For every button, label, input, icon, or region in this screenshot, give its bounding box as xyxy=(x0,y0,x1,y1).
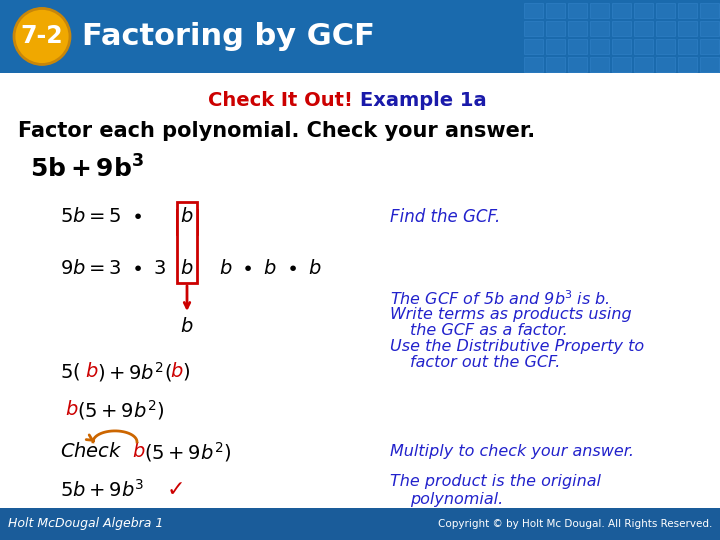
Text: $b$: $b$ xyxy=(180,318,194,336)
Bar xyxy=(0,508,720,540)
Text: The product is the original: The product is the original xyxy=(390,475,601,489)
Text: factor out the GCF.: factor out the GCF. xyxy=(410,355,560,370)
Text: Multiply to check your answer.: Multiply to check your answer. xyxy=(390,444,634,460)
Bar xyxy=(656,39,675,54)
Bar xyxy=(700,21,719,36)
Bar xyxy=(568,21,587,36)
Bar xyxy=(524,3,543,18)
Bar xyxy=(524,21,543,36)
Bar xyxy=(612,39,631,54)
Text: $b$: $b$ xyxy=(180,207,194,226)
Text: $b$: $b$ xyxy=(180,259,194,279)
Text: $Check\ $: $Check\ $ xyxy=(60,442,122,461)
Bar xyxy=(656,21,675,36)
Bar xyxy=(634,57,653,72)
Bar xyxy=(568,57,587,72)
Text: $5b + 9b^3$: $5b + 9b^3$ xyxy=(60,479,145,501)
Bar xyxy=(568,3,587,18)
Text: $\mathbf{5b + 9b^3}$: $\mathbf{5b + 9b^3}$ xyxy=(30,156,144,183)
Bar xyxy=(546,21,565,36)
Bar xyxy=(524,39,543,54)
Text: Example 1a: Example 1a xyxy=(360,91,487,110)
Bar xyxy=(700,39,719,54)
Bar xyxy=(612,3,631,18)
Bar xyxy=(546,39,565,54)
Text: Write terms as products using: Write terms as products using xyxy=(390,307,631,322)
Text: Factoring by GCF: Factoring by GCF xyxy=(82,22,375,51)
Text: $b$: $b$ xyxy=(65,400,78,420)
Text: Check It Out!: Check It Out! xyxy=(208,91,360,110)
Bar xyxy=(590,21,609,36)
Text: $b$: $b$ xyxy=(132,442,145,461)
Text: Holt McDougal Algebra 1: Holt McDougal Algebra 1 xyxy=(8,517,163,530)
Bar xyxy=(568,39,587,54)
Text: Copyright © by Holt Mc Dougal. All Rights Reserved.: Copyright © by Holt Mc Dougal. All Right… xyxy=(438,519,712,529)
Text: $b\ \bullet\ b\ \bullet\ b$: $b\ \bullet\ b\ \bullet\ b$ xyxy=(219,259,322,279)
Bar xyxy=(524,57,543,72)
Bar xyxy=(590,3,609,18)
Bar xyxy=(678,3,697,18)
Bar xyxy=(590,57,609,72)
Text: Factor each polynomial. Check your answer.: Factor each polynomial. Check your answe… xyxy=(18,121,535,141)
Bar xyxy=(546,3,565,18)
Text: $9b = 3\ \bullet\ 3\ \bullet$: $9b = 3\ \bullet\ 3\ \bullet$ xyxy=(60,259,187,279)
Text: $b$: $b$ xyxy=(85,362,99,381)
Text: $) + 9b^2($: $) + 9b^2($ xyxy=(97,360,172,384)
Text: the GCF as a factor.: the GCF as a factor. xyxy=(410,323,568,338)
Text: $(5 + 9b^2)$: $(5 + 9b^2)$ xyxy=(77,398,164,422)
Text: Find the GCF.: Find the GCF. xyxy=(390,208,500,226)
Text: 7-2: 7-2 xyxy=(21,24,63,49)
Bar xyxy=(678,39,697,54)
Text: $b$: $b$ xyxy=(170,362,184,381)
Bar xyxy=(678,21,697,36)
FancyBboxPatch shape xyxy=(177,202,197,283)
Bar xyxy=(634,39,653,54)
Text: $5($: $5($ xyxy=(60,361,81,382)
Bar xyxy=(700,3,719,18)
Text: $(5 + 9b^2)$: $(5 + 9b^2)$ xyxy=(144,440,231,464)
Bar xyxy=(656,3,675,18)
Bar xyxy=(612,57,631,72)
Bar xyxy=(678,57,697,72)
Text: $5b = 5\ \bullet$: $5b = 5\ \bullet$ xyxy=(60,207,142,226)
Text: $)$: $)$ xyxy=(182,361,190,382)
Text: ✓: ✓ xyxy=(167,480,186,500)
Bar xyxy=(656,57,675,72)
Circle shape xyxy=(14,9,70,64)
Text: polynomial.: polynomial. xyxy=(410,492,503,508)
Text: Use the Distributive Property to: Use the Distributive Property to xyxy=(390,339,644,354)
Bar xyxy=(590,39,609,54)
Bar xyxy=(634,3,653,18)
FancyBboxPatch shape xyxy=(0,0,720,73)
Bar xyxy=(700,57,719,72)
Text: The GCF of 5b and 9b$^3$ is b.: The GCF of 5b and 9b$^3$ is b. xyxy=(390,289,610,308)
Bar xyxy=(612,21,631,36)
Bar xyxy=(634,21,653,36)
Bar xyxy=(546,57,565,72)
FancyBboxPatch shape xyxy=(177,210,197,234)
